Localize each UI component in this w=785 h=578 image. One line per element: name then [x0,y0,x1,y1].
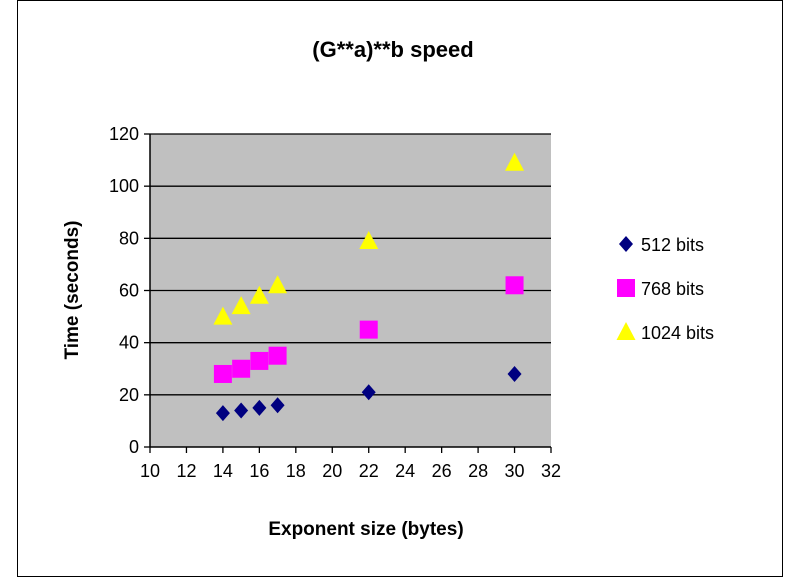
x-tick-label: 22 [359,461,379,481]
legend: 512 bits 768 bits 1024 bits [616,235,714,343]
y-tick-label: 0 [129,437,139,457]
y-tick-label: 100 [109,176,139,196]
y-axis-ticks: 0 20 40 60 80 100 120 [109,124,150,457]
x-tick-label: 26 [432,461,452,481]
legend-marker [617,279,635,297]
x-tick-label: 28 [468,461,488,481]
y-tick-label: 20 [119,385,139,405]
data-point [250,351,269,370]
y-tick-label: 60 [119,281,139,301]
x-tick-label: 32 [541,461,561,481]
data-point [232,359,251,378]
data-point [361,384,376,401]
series-0 [215,365,522,422]
x-tick-label: 24 [395,461,415,481]
data-point [270,397,285,414]
data-point [505,276,524,295]
x-tick-label: 12 [176,461,196,481]
data-markers [213,152,525,422]
y-axis-title: Time (seconds) [62,220,83,359]
data-point [234,402,249,419]
x-tick-label: 18 [286,461,306,481]
legend-label: 512 bits [641,235,704,255]
data-point [268,346,287,365]
legend-label: 1024 bits [641,323,714,343]
y-tick-label: 40 [119,333,139,353]
data-point [252,399,267,416]
legend-label: 768 bits [641,279,704,299]
series-2 [213,152,525,325]
x-tick-label: 16 [249,461,269,481]
x-tick-label: 30 [505,461,525,481]
gridlines [150,133,551,396]
data-point [505,152,525,171]
x-axis-title: Exponent size (bytes) [268,519,463,540]
x-tick-label: 10 [140,461,160,481]
y-tick-label: 120 [109,124,139,144]
data-point [231,296,251,315]
x-tick-label: 14 [213,461,233,481]
data-point [507,365,522,382]
chart-title: (G**a)**b speed [312,37,473,62]
data-point [215,405,230,422]
x-axis-ticks: 10 12 14 16 18 20 22 24 26 28 30 32 [140,447,561,481]
data-point [213,364,232,383]
data-point [268,275,288,294]
series-1 [213,276,524,383]
x-tick-label: 20 [322,461,342,481]
y-tick-label: 80 [119,228,139,248]
data-point [249,285,269,304]
data-point [359,230,379,249]
data-point [213,306,233,325]
legend-marker [616,322,636,340]
legend-marker [619,236,633,252]
data-point [359,320,378,339]
